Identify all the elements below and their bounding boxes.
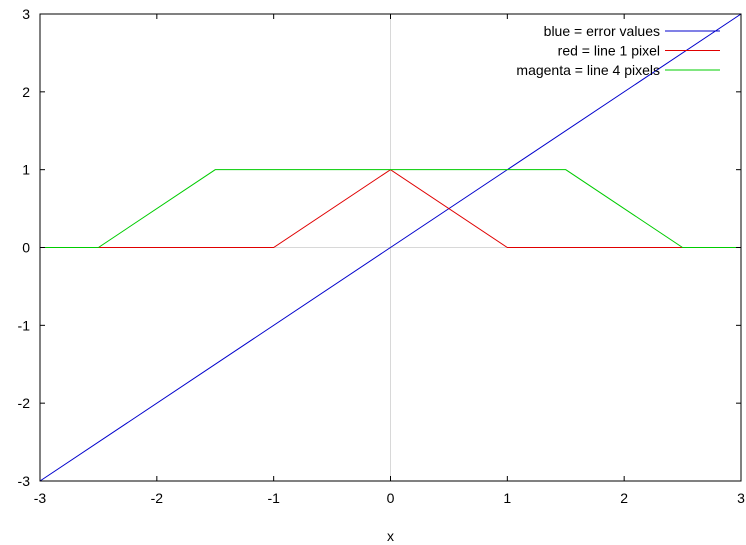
series-line-3 xyxy=(40,169,741,248)
y-tick-label: 2 xyxy=(22,84,30,100)
series-layer xyxy=(39,13,742,482)
axis-ticks xyxy=(39,13,742,482)
legend-label: red = line 1 pixel xyxy=(558,43,660,59)
y-tick-label: 0 xyxy=(22,240,30,256)
x-tick-label: 3 xyxy=(737,490,745,506)
y-tick-label: 3 xyxy=(22,6,30,22)
series-line-1 xyxy=(39,13,742,482)
x-tick-label: -1 xyxy=(267,490,280,506)
x-tick-label: -3 xyxy=(34,490,47,506)
legend-label: blue = error values xyxy=(544,23,660,39)
x-tick-label: 1 xyxy=(503,490,511,506)
x-tick-label: 0 xyxy=(387,490,395,506)
legend-label: magenta = line 4 pixels xyxy=(516,62,660,78)
y-tick-label: -3 xyxy=(18,473,31,489)
x-tick-label: -2 xyxy=(151,490,164,506)
legend: blue = error values red = line 1 pixel mag… xyxy=(516,23,720,78)
y-tick-label: -2 xyxy=(18,395,31,411)
axis-tick-labels: -3 -2 -1 0 1 2 3 -3 -2 -1 0 1 2 3 xyxy=(18,6,746,506)
x-axis-title: x xyxy=(387,528,394,544)
y-tick-label: -1 xyxy=(18,317,31,333)
x-tick-label: 2 xyxy=(620,490,628,506)
y-tick-label: 1 xyxy=(22,162,30,178)
